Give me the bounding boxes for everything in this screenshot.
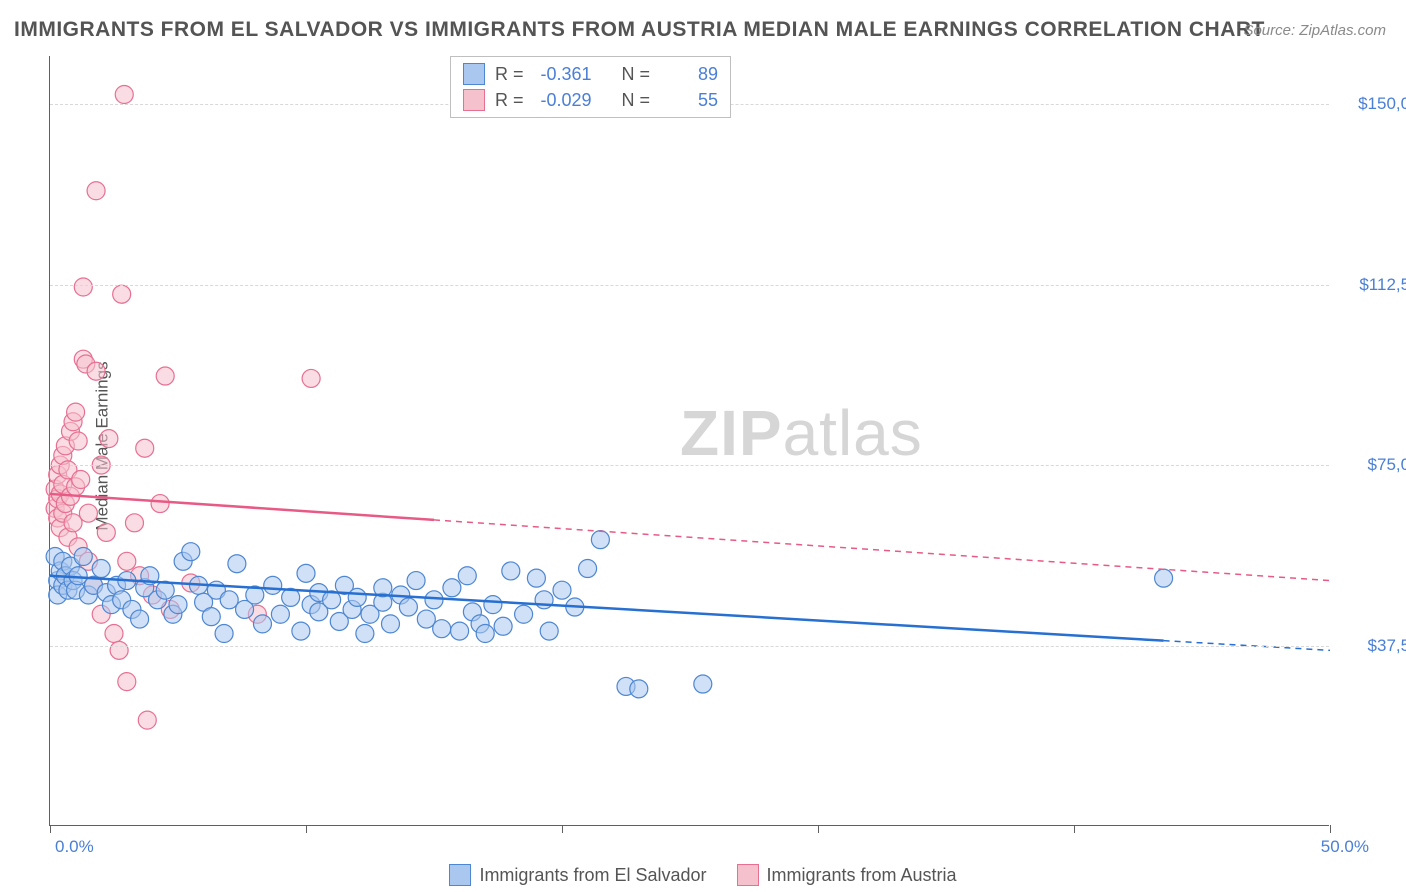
y-tick-label: $112,500 — [1339, 275, 1406, 295]
stat-n-series-1: 89 — [660, 61, 718, 87]
stats-row-series-2: R = -0.029 N = 55 — [463, 87, 718, 113]
y-tick-label: $37,500 — [1339, 636, 1406, 656]
x-tick — [562, 825, 563, 833]
plot-svg — [50, 56, 1329, 825]
swatch-series-1 — [463, 63, 485, 85]
x-tick-label-min: 0.0% — [55, 837, 94, 857]
legend-label-1: Immigrants from El Salvador — [479, 865, 706, 886]
stat-label-n: N = — [622, 87, 651, 113]
source-attribution: Source: ZipAtlas.com — [1243, 22, 1386, 39]
chart-title: IMMIGRANTS FROM EL SALVADOR VS IMMIGRANT… — [14, 18, 1265, 42]
x-tick — [818, 825, 819, 833]
swatch-legend-1 — [449, 864, 471, 886]
swatch-legend-2 — [737, 864, 759, 886]
stat-r-series-1: -0.361 — [534, 61, 592, 87]
gridline — [50, 285, 1329, 286]
gridline — [50, 646, 1329, 647]
stat-label-r: R = — [495, 87, 524, 113]
x-tick-label-max: 50.0% — [1321, 837, 1369, 857]
gridline — [50, 465, 1329, 466]
swatch-series-2 — [463, 89, 485, 111]
x-tick — [1330, 825, 1331, 833]
y-tick-label: $75,000 — [1339, 455, 1406, 475]
x-tick — [306, 825, 307, 833]
plot-area: ZIPatlas $37,500$75,000$112,500$150,0000… — [49, 56, 1329, 826]
x-tick — [50, 825, 51, 833]
legend-label-2: Immigrants from Austria — [767, 865, 957, 886]
stat-label-r: R = — [495, 61, 524, 87]
legend-item-1: Immigrants from El Salvador — [449, 864, 706, 886]
bottom-legend: Immigrants from El Salvador Immigrants f… — [0, 864, 1406, 886]
x-tick — [1074, 825, 1075, 833]
stats-row-series-1: R = -0.361 N = 89 — [463, 61, 718, 87]
stat-n-series-2: 55 — [660, 87, 718, 113]
stat-r-series-2: -0.029 — [534, 87, 592, 113]
legend-item-2: Immigrants from Austria — [737, 864, 957, 886]
y-tick-label: $150,000 — [1339, 94, 1406, 114]
stats-legend-box: R = -0.361 N = 89 R = -0.029 N = 55 — [450, 56, 731, 118]
stat-label-n: N = — [622, 61, 651, 87]
